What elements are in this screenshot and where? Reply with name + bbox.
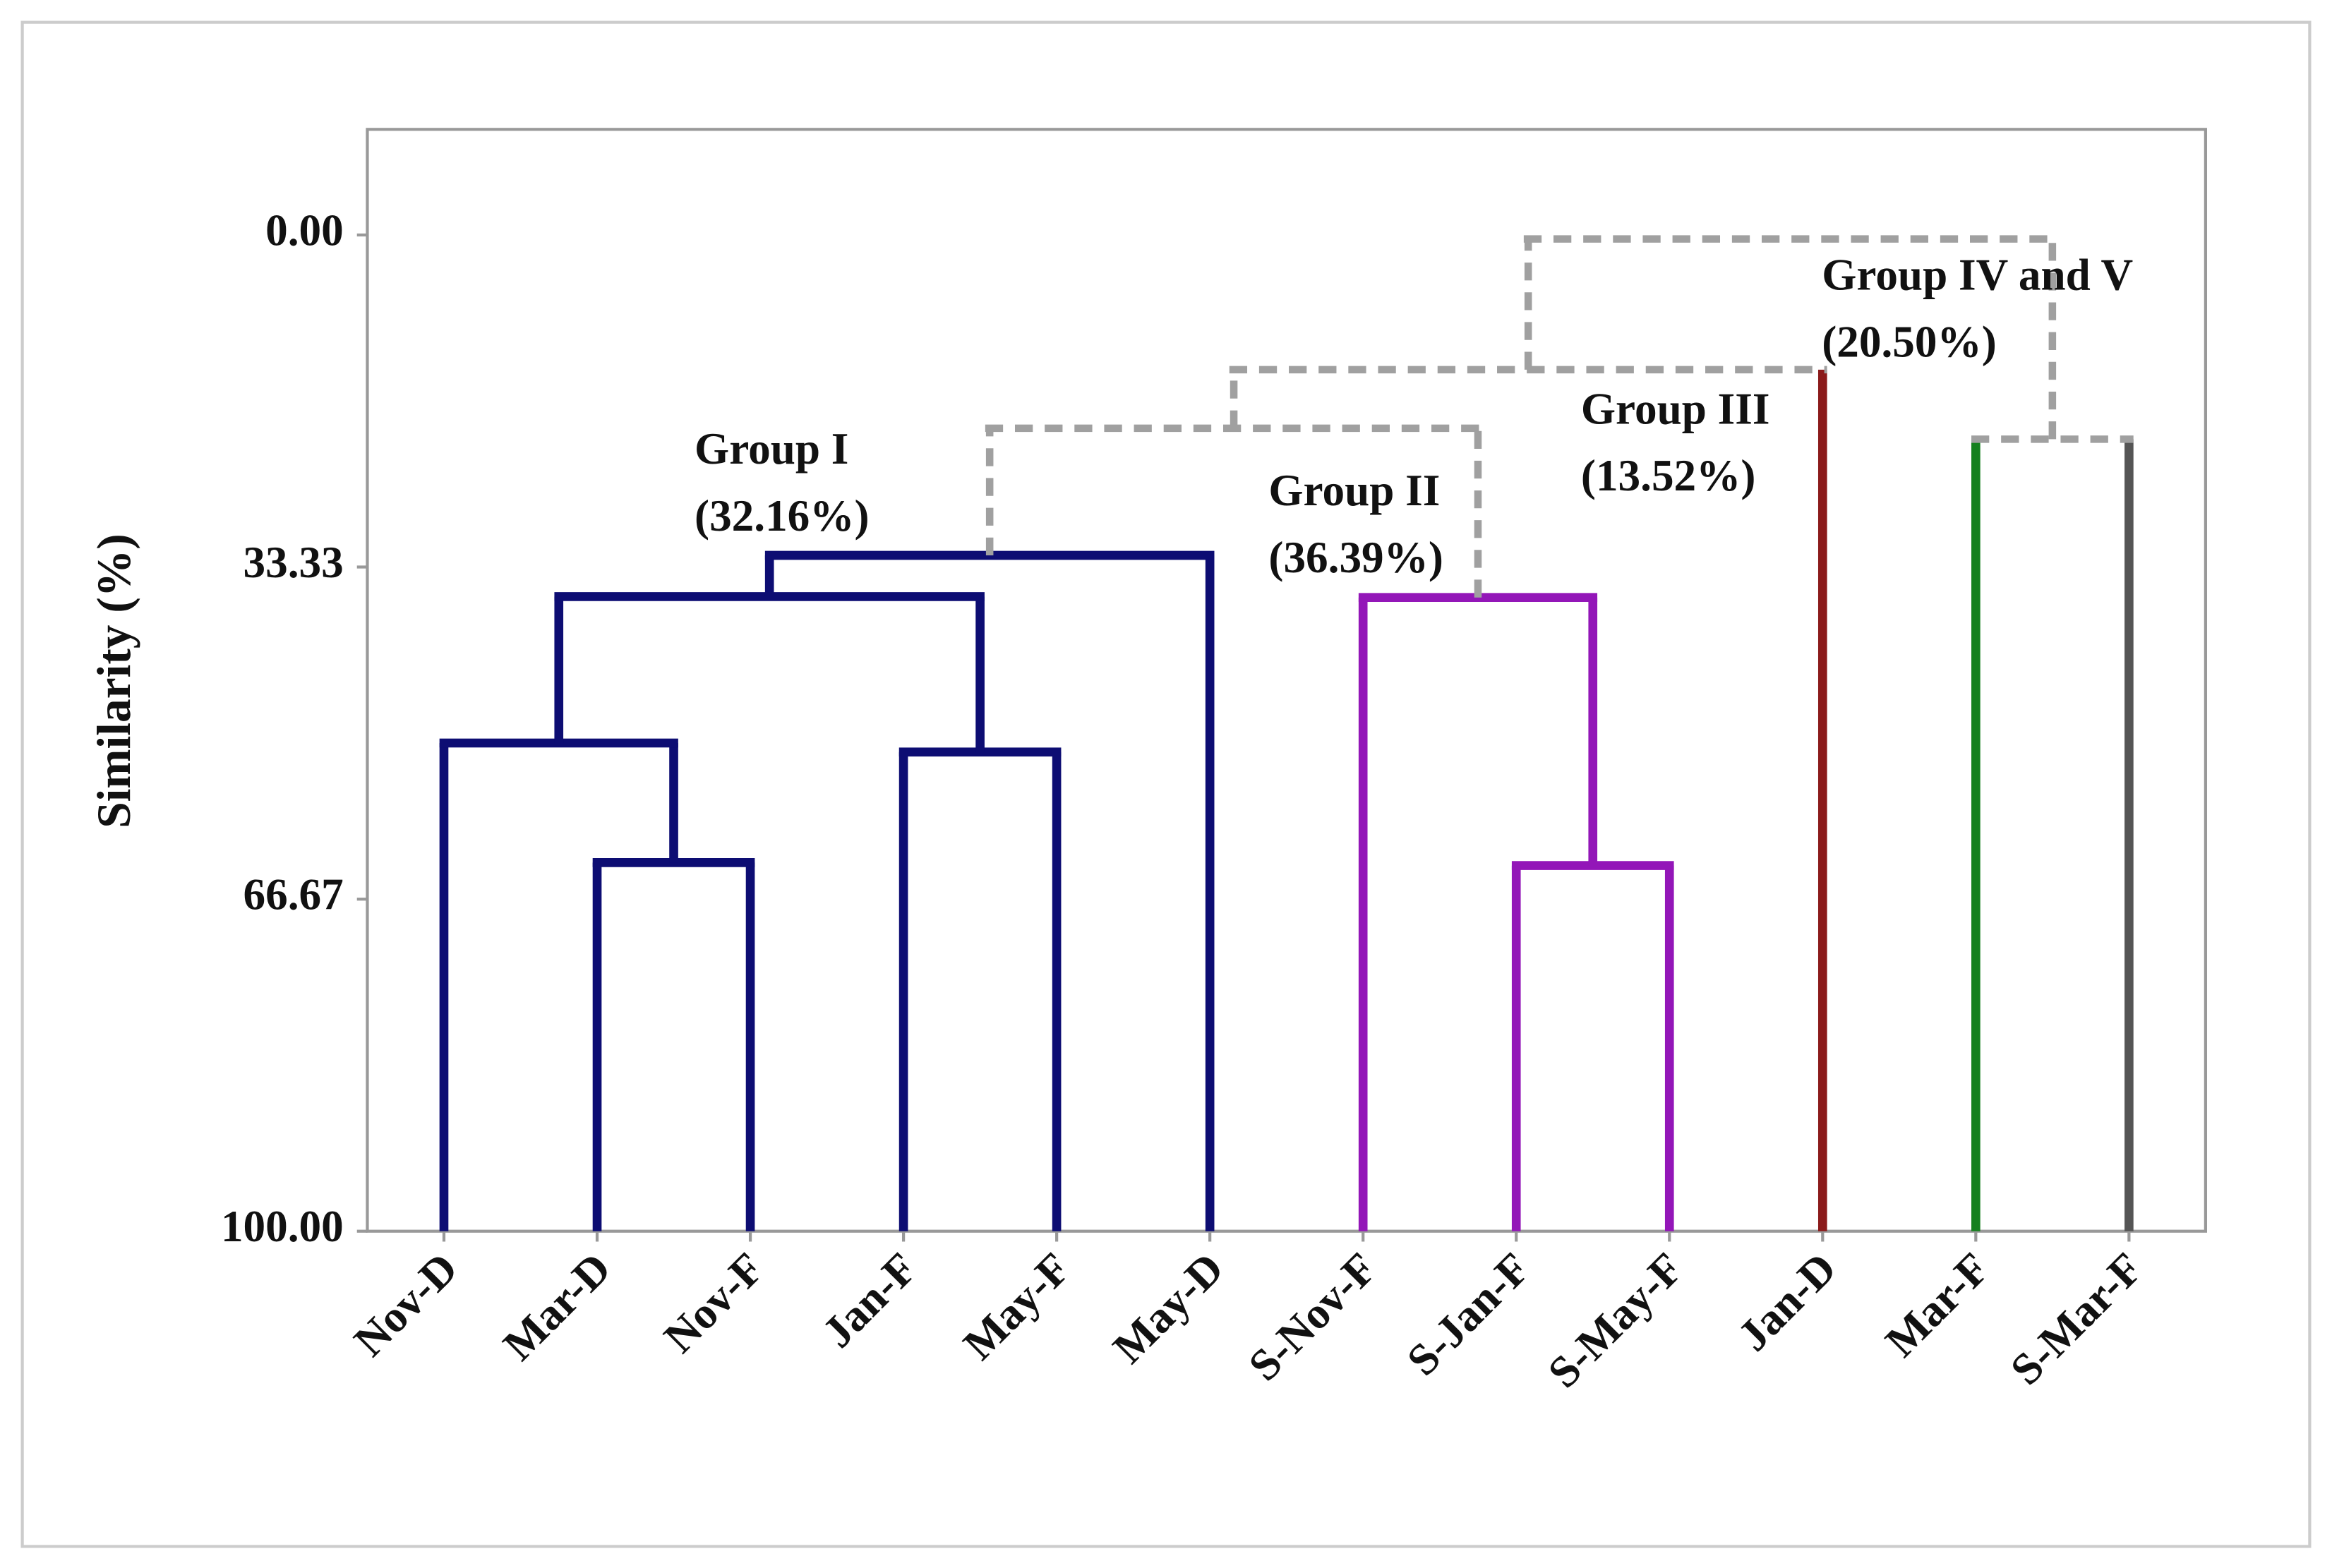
group-annotation: Group III: [1581, 384, 1770, 433]
y-axis-label: Similarity (%): [88, 533, 140, 828]
x-tick-label: S-Nov-F: [1239, 1243, 1386, 1390]
plot-frame: [366, 128, 2207, 1233]
group-annotation: (20.50%): [1822, 317, 1997, 366]
x-tick-label: Jan-D: [1729, 1243, 1846, 1361]
group-annotation: (32.16%): [695, 491, 870, 541]
x-tick-label: Nov-F: [654, 1243, 774, 1363]
y-tick-label: 66.67: [244, 870, 344, 919]
group-annotation: Group II: [1268, 466, 1440, 515]
x-tick-label: Mar-D: [493, 1243, 620, 1370]
outer-frame: [20, 20, 2312, 1548]
group-annotation: (36.39%): [1268, 533, 1443, 582]
x-tick-label: S-Mar-F: [2001, 1243, 2152, 1394]
group-annotation: (13.52%): [1581, 451, 1756, 500]
x-tick-label: S-May-F: [1539, 1243, 1693, 1397]
y-tick-label: 0.00: [265, 205, 344, 255]
x-tick-label: S-Jan-F: [1398, 1243, 1539, 1385]
group-annotation: Group IV and V: [1822, 251, 2133, 300]
x-tick-label: May-F: [954, 1243, 1080, 1370]
x-tick-label: May-D: [1103, 1243, 1233, 1373]
x-tick-label: Jan-F: [813, 1243, 927, 1357]
group-annotation: Group I: [695, 424, 848, 474]
y-tick-label: 33.33: [244, 538, 344, 587]
x-tick-label: Mar-F: [1876, 1243, 1999, 1366]
y-tick-label: 100.00: [221, 1202, 344, 1251]
x-tick-label: Nov-D: [344, 1243, 467, 1366]
